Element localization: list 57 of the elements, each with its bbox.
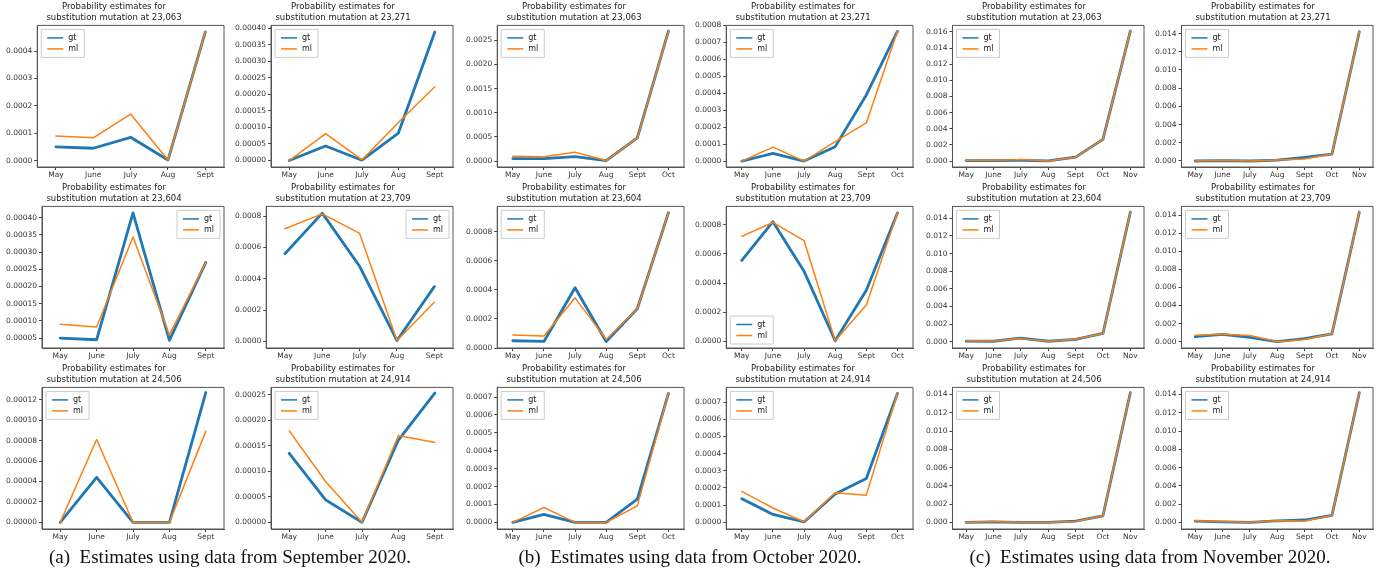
legend-label: ml <box>528 405 539 415</box>
legend-label: gt <box>757 319 766 329</box>
text: (a) Estimates using data from September 2020. <box>48 546 412 568</box>
legend-label: gt <box>432 213 442 223</box>
legend-label: ml <box>757 330 768 340</box>
chart-title: Probability estimates for substitution mutation at 24,914 <box>1195 363 1331 384</box>
legend-label: ml <box>1212 224 1223 234</box>
legend-label: gt <box>68 32 77 42</box>
legend-label: ml <box>68 43 79 53</box>
chart-title: Probability estimates for substitution mutation at 24,914 <box>735 363 871 384</box>
legend-label: gt <box>302 32 311 42</box>
chart-title: Probability estimates for substitution mutation at 23,063 <box>506 1 642 22</box>
legend-label: gt <box>1212 394 1221 404</box>
legend-label: gt <box>528 394 537 404</box>
chart-title: Probability estimates for substitution mutation at 23,271 <box>1195 1 1331 22</box>
chart-title: Probability estimates for substitution mutation at 23,063 <box>966 1 1102 22</box>
legend-label: ml <box>1212 405 1223 415</box>
chart-title: Probability estimates for substitution mutation at 24,914 <box>275 363 411 384</box>
legend-label: ml <box>528 43 539 53</box>
legend-label: gt <box>203 213 213 223</box>
legend-label: gt <box>1212 32 1221 42</box>
legend-label: ml <box>528 224 539 234</box>
legend-label: ml <box>757 43 768 53</box>
legend-label: ml <box>1212 43 1223 53</box>
chart-title: Probability estimates for substitution mutation at 23,604 <box>506 182 642 203</box>
chart-title: Probability estimates for substitution mutation at 23,709 <box>735 182 871 203</box>
legend-label: ml <box>203 224 214 234</box>
chart-title: Probability estimates for substitution mutation at 23,271 <box>735 1 871 22</box>
legend-label: gt <box>983 213 992 223</box>
text: (c) Estimates using data from November 2020. <box>968 546 1332 568</box>
text: (b) Estimates using data from October 2020. <box>517 546 863 568</box>
legend-label: gt <box>528 32 537 42</box>
legend-label: gt <box>757 32 766 42</box>
chart-title: Probability estimates for substitution mutation at 24,506 <box>966 363 1102 384</box>
legend-label: ml <box>432 224 443 234</box>
legend-label: gt <box>528 213 537 223</box>
chart-title: Probability estimates for substitution mutation at 23,709 <box>1195 182 1331 203</box>
legend-label: ml <box>302 405 313 415</box>
legend-label: ml <box>73 405 84 415</box>
legend-label: ml <box>983 224 994 234</box>
legend-label: gt <box>302 394 311 404</box>
legend-label: ml <box>302 43 313 53</box>
chart-title: Probability estimates for substitution mutation at 23,063 <box>46 1 182 22</box>
legend-label: gt <box>1212 213 1221 223</box>
legend-label: ml <box>983 43 994 53</box>
legend-label: ml <box>983 405 994 415</box>
legend-label: gt <box>757 394 766 404</box>
chart-title: Probability estimates for substitution mutation at 23,604 <box>46 182 182 203</box>
chart-title: Probability estimates for substitution mutation at 23,709 <box>275 182 411 203</box>
legend-label: gt <box>983 32 992 42</box>
legend-label: gt <box>73 394 82 404</box>
legend-label: ml <box>757 405 768 415</box>
chart-title: Probability estimates for substitution mutation at 24,506 <box>46 363 182 384</box>
chart-title: Probability estimates for substitution mutation at 23,604 <box>966 182 1102 203</box>
legend-label: gt <box>983 394 992 404</box>
chart-title: Probability estimates for substitution mutation at 24,506 <box>506 363 642 384</box>
chart-title: Probability estimates for substitution mutation at 23,271 <box>275 1 411 22</box>
